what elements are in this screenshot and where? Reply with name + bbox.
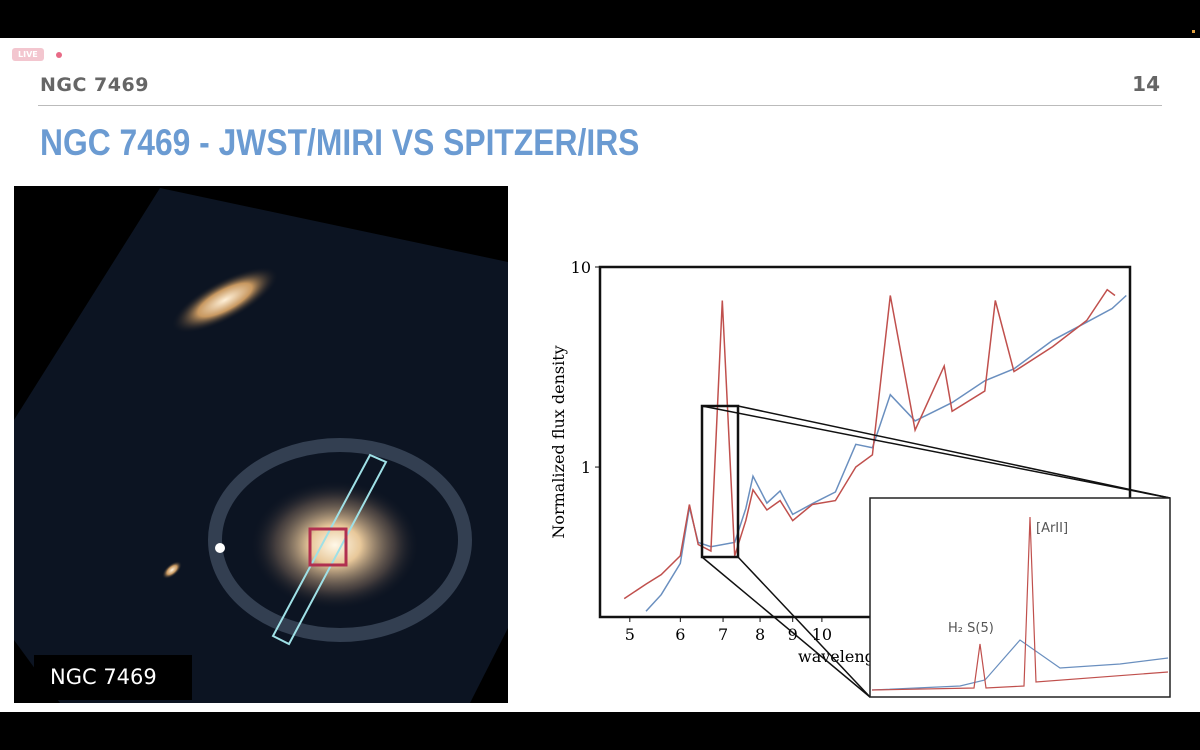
inset-label: [ArII] xyxy=(1036,521,1068,536)
slide-title: NGC 7469 - JWST/MIRI VS SPITZER/IRS xyxy=(40,122,640,163)
live-dot xyxy=(56,52,62,58)
x-tick-label: 7 xyxy=(718,625,728,644)
y-tick-label: 10 xyxy=(571,258,591,277)
page-number: 14 xyxy=(1132,72,1160,96)
x-tick-label: 5 xyxy=(625,625,635,644)
x-tick-label: 8 xyxy=(755,625,765,644)
spectrum-line xyxy=(623,288,1116,600)
zoom-lines xyxy=(700,404,1171,698)
galaxy-image: NGC 7469 xyxy=(14,186,508,703)
inset: [ArII] H₂ S(5) xyxy=(869,497,1171,698)
y-tick-label: 1 xyxy=(581,458,591,477)
plot-frame xyxy=(598,265,1132,619)
live-badge: LIVE xyxy=(12,48,44,61)
x-tick-label: 6 xyxy=(675,625,685,644)
y-axis-label: Normalized flux density xyxy=(549,345,568,538)
section-title: NGC 7469 xyxy=(40,74,149,96)
x-tick-label: 9 xyxy=(788,625,798,644)
x-axis-label: wavelength xyxy=(798,647,892,666)
divider xyxy=(38,105,1162,106)
inset-label: H₂ S(5) xyxy=(948,621,994,636)
x-tick-label: 10 xyxy=(812,625,832,644)
image-caption: NGC 7469 xyxy=(50,665,157,689)
indicator xyxy=(1192,30,1195,33)
spectrum-chart: 1 10 5 6 7 8 9 10 Normalized flux density wavelen… xyxy=(549,258,1132,666)
